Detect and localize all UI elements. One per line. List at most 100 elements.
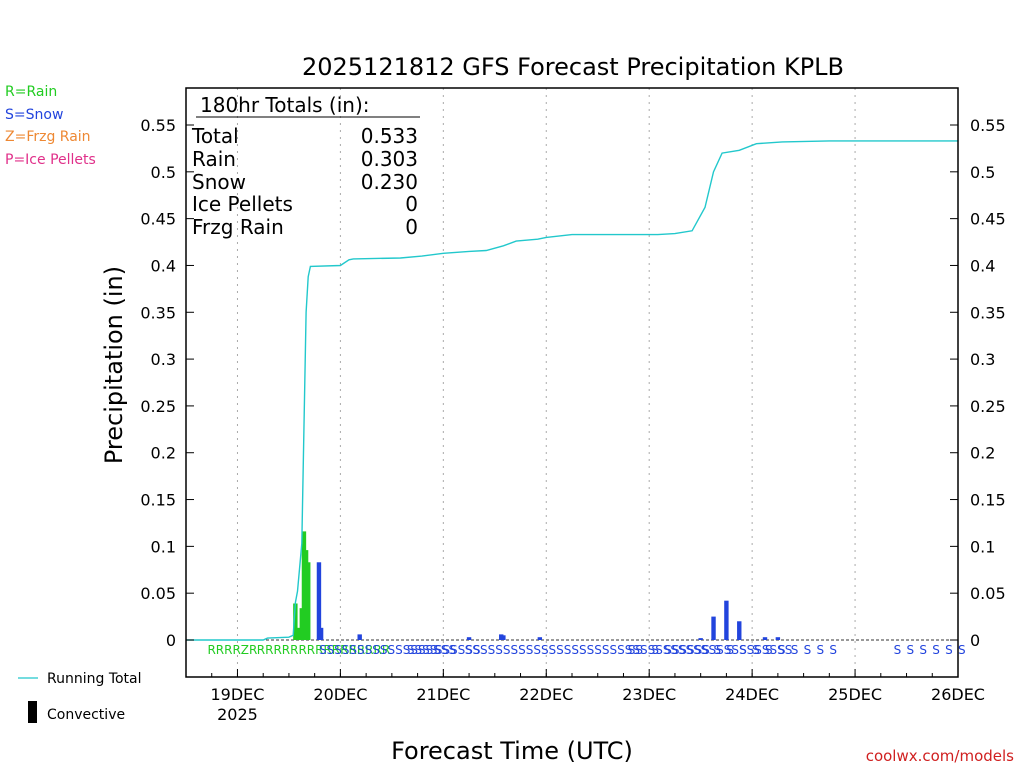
ptype-marker: S xyxy=(919,643,927,657)
legend-ice-pellets: P=Ice Pellets xyxy=(5,152,96,168)
totals-label-frzg-rain: Frzg Rain xyxy=(192,215,284,239)
ptype-marker: S xyxy=(651,643,659,657)
x-tick-label: 19DEC xyxy=(210,685,264,704)
totals-value-total: 0.533 xyxy=(361,124,418,148)
ptype-marker: S xyxy=(829,643,837,657)
y-tick-label-right: 0.3 xyxy=(970,350,995,369)
legend-frzg-rain: Z=Frzg Rain xyxy=(5,129,91,145)
x-tick-label: 21DEC xyxy=(416,685,470,704)
y-tick-label-right: 0.55 xyxy=(970,116,1006,135)
snow-bar xyxy=(316,562,322,640)
ptype-marker: SS xyxy=(664,643,679,657)
x-axis-label: Forecast Time (UTC) xyxy=(391,737,633,765)
ptype-marker: S xyxy=(894,643,902,657)
y-tick-label-right: 0.35 xyxy=(970,303,1006,322)
ptype-marker: SSSSSS xyxy=(435,643,481,657)
x-tick-label: 22DEC xyxy=(519,685,573,704)
y-tick-label-left: 0.25 xyxy=(140,397,176,416)
totals-value-ice-pellets: 0 xyxy=(405,192,418,216)
legend-convective: Convective xyxy=(47,707,125,723)
snow-bar xyxy=(775,637,781,640)
snow-bar xyxy=(466,637,472,640)
y-tick-label-left: 0.5 xyxy=(151,163,176,182)
snow-bar xyxy=(711,616,716,640)
ptype-marker: SSSSSSSSSSSSSSSSSS xyxy=(319,643,456,657)
y-axis-label: Precipitation (in) xyxy=(100,266,128,464)
ptype-marker: S xyxy=(907,643,915,657)
rain-bar xyxy=(306,562,311,640)
y-tick-label-right: 0.5 xyxy=(970,163,995,182)
snow-bar xyxy=(318,627,324,640)
y-tick-label-left: 0 xyxy=(166,631,176,650)
ptype-marker: RRRRZR xyxy=(207,643,257,657)
ptype-marker: S xyxy=(726,643,734,657)
y-tick-label-right: 0.45 xyxy=(970,210,1006,229)
running-total-line xyxy=(186,140,958,641)
totals-label-rain: Rain xyxy=(192,147,236,171)
x-tick-label: 20DEC xyxy=(313,685,367,704)
y-tick-label-left: 0.05 xyxy=(140,584,176,603)
x-tick-sublabel: 2025 xyxy=(217,705,258,724)
running-total-layer xyxy=(186,140,958,641)
ptype-markers: RRRRZR RRRRRRRRRRRRRRRRSSSSSSSSSSSSSSSSSS… xyxy=(207,643,965,657)
totals-box: 180hr Totals (in): Total 0.533 Rain 0.30… xyxy=(191,93,420,239)
y-tick-label-left: 0.1 xyxy=(151,537,176,556)
x-tick-label: 26DEC xyxy=(931,685,985,704)
ptype-marker: S xyxy=(958,643,966,657)
ptype-marker: S xyxy=(945,643,953,657)
y-tick-label-left: 0.45 xyxy=(140,210,176,229)
y-tick-label-right: 0.15 xyxy=(970,491,1006,510)
ptype-marker: S xyxy=(752,643,760,657)
ptype-marker: S xyxy=(778,643,786,657)
x-tick-label: 25DEC xyxy=(828,685,882,704)
ptype-marker: S xyxy=(816,643,824,657)
snow-bar xyxy=(357,634,362,640)
precip-bars xyxy=(293,531,781,640)
snow-bar xyxy=(762,637,768,640)
y-tick-label-right: 0.1 xyxy=(970,537,995,556)
snow-bar xyxy=(537,637,543,640)
legend-convective-swatch xyxy=(28,701,37,723)
y-tick-label-left: 0.3 xyxy=(151,350,176,369)
totals-value-frzg-rain: 0 xyxy=(405,215,418,239)
legend-snow: S=Snow xyxy=(5,107,63,123)
y-tick-label-right: 0.25 xyxy=(970,397,1006,416)
ptype-marker: S xyxy=(701,643,709,657)
ptype-marker: S xyxy=(791,643,799,657)
plot-frame xyxy=(185,87,959,678)
y-tick-label-right: 0.2 xyxy=(970,444,995,463)
y-tick-label-left: 0.35 xyxy=(140,303,176,322)
snow-bar xyxy=(698,638,703,640)
ptype-marker: SSSS xyxy=(407,643,437,657)
y-tick-label-right: 0.4 xyxy=(970,256,995,275)
y-tick-label-right: 0.05 xyxy=(970,584,1006,603)
ptype-legend: R=Rain S=Snow Z=Frzg Rain P=Ice Pellets xyxy=(5,84,96,168)
totals-value-rain: 0.303 xyxy=(361,147,418,171)
ptype-marker: RRRRRRRRRRRRRRRR xyxy=(257,643,390,657)
ptype-marker: SSSSSSSSSSSSSSSSSSSSSSSSSSSSSSSSSSSSSSSS… xyxy=(465,643,793,657)
ptype-marker: SSSS xyxy=(679,643,709,657)
ptype-marker: SS xyxy=(628,643,643,657)
legend-rain: R=Rain xyxy=(5,84,57,100)
rain-bar xyxy=(293,603,298,640)
grid-lines xyxy=(186,88,958,677)
ptype-marker: S xyxy=(765,643,773,657)
y-tick-label-left: 0.15 xyxy=(140,491,176,510)
totals-heading: 180hr Totals (in): xyxy=(200,93,370,117)
ptype-marker: S xyxy=(804,643,812,657)
totals-label-snow: Snow xyxy=(192,170,246,194)
x-tick-label: 23DEC xyxy=(622,685,676,704)
credit-link[interactable]: coolwx.com/models xyxy=(866,747,1014,765)
snow-bar xyxy=(724,600,729,640)
totals-label-total: Total xyxy=(191,124,239,148)
snow-bar xyxy=(737,621,742,640)
legend-running-total: Running Total xyxy=(47,671,142,687)
y-tick-label-left: 0.4 xyxy=(151,256,176,275)
chart-title: 2025121812 GFS Forecast Precipitation KP… xyxy=(302,53,844,81)
ptype-marker: S xyxy=(714,643,722,657)
series-legend: Running Total Convective xyxy=(18,671,142,723)
ptype-marker: S xyxy=(739,643,747,657)
y-tick-label-right: 0 xyxy=(970,631,980,650)
totals-label-ice-pellets: Ice Pellets xyxy=(192,192,293,216)
